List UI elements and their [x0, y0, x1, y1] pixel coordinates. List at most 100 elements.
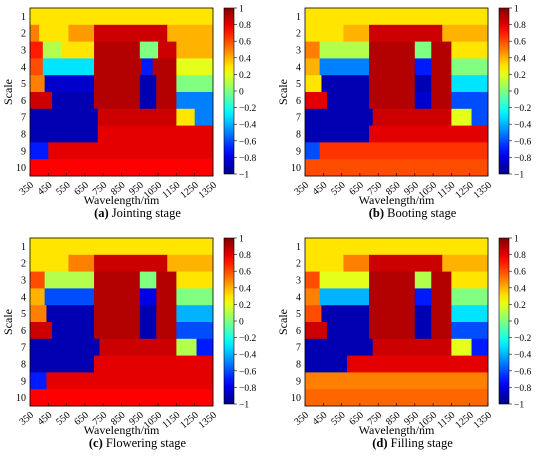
heatmap-cell-8-1 — [97, 125, 214, 143]
colorbar-tick-label: −1 — [239, 401, 249, 411]
colorbar-tick-label: 0.8 — [514, 21, 526, 31]
heatmap-cell-4-5 — [451, 288, 489, 306]
y-tick-label: 4 — [296, 62, 301, 73]
heatmap-cell-4-0 — [305, 58, 321, 76]
colorbar-tick-label: 0.6 — [514, 38, 526, 48]
colorbar-tick-label: −0.4 — [514, 121, 531, 131]
heatmap-cell-6-0 — [305, 92, 328, 110]
heatmap-cell-4-4 — [156, 288, 177, 306]
heatmap-cell-1-0 — [305, 238, 489, 256]
x-tick-label: 350 — [17, 410, 36, 428]
heatmap-cell-4-4 — [152, 58, 177, 76]
heatmap-cell-2-2 — [369, 254, 443, 272]
x-tick-label: 1250 — [178, 180, 200, 201]
caption-b-letter: (b) — [368, 206, 385, 220]
heatmap-cell-6-4 — [431, 92, 452, 110]
heatmap-cell-8-0 — [305, 125, 370, 143]
heatmap-cell-7-0 — [305, 338, 374, 356]
colorbar-tick-label: −0.8 — [239, 154, 256, 164]
caption-a-text: Jointing stage — [111, 206, 181, 220]
x-tick-label: 1250 — [178, 410, 200, 431]
heatmap-cell-5-4 — [156, 75, 177, 93]
heatmap-cell-7-2 — [451, 338, 472, 356]
heatmap-cell-4-2 — [369, 58, 416, 76]
heatmap-cell-8-1 — [347, 355, 489, 373]
heatmap-cell-5-2 — [369, 75, 416, 93]
x-tick-label: 1250 — [453, 410, 475, 431]
caption-b: (b) Booting stage — [275, 206, 550, 221]
heatmap-cell-6-3 — [139, 92, 157, 110]
heatmap-cell-2-2 — [94, 254, 168, 272]
colorbar-tick-label: −0.6 — [239, 137, 256, 147]
heatmap-cell-9-0 — [305, 142, 321, 160]
x-tick-label: 1150 — [435, 180, 457, 201]
colorbar-tick-label: −0.2 — [239, 334, 256, 344]
heatmap-cell-5-1 — [321, 75, 370, 93]
heatmap-cell-2-1 — [343, 24, 370, 42]
x-tick-label: 550 — [329, 410, 348, 428]
heatmap-cell-6-5 — [451, 92, 489, 110]
colorbar-tick-label: 0.8 — [239, 251, 251, 261]
y-tick-label: 3 — [21, 276, 26, 287]
x-tick-label: 1150 — [160, 410, 182, 431]
colorbar-tick-label: −1 — [514, 401, 524, 411]
heatmap-cell-6-0 — [30, 92, 53, 110]
x-tick-label: 550 — [54, 180, 73, 198]
y-tick-label: 6 — [296, 96, 301, 107]
heatmap-cell-6-4 — [431, 322, 452, 340]
heatmap-cell-3-0 — [30, 271, 46, 289]
heatmap-cell-6-0 — [30, 322, 53, 340]
y-tick-label: 6 — [21, 326, 26, 337]
heatmap-cell-5-4 — [156, 305, 177, 323]
heatmap-cell-10-0 — [30, 159, 214, 177]
y-tick-label: 1 — [296, 242, 301, 253]
y-tick-label: 9 — [296, 376, 301, 387]
colorbar-tick-label: −0.2 — [514, 104, 531, 114]
colorbar-tick-label: 0.4 — [514, 284, 526, 294]
heatmap-cell-3-2 — [369, 41, 416, 59]
heatmap-cell-6-2 — [369, 92, 416, 110]
colorbar-tick-label: −0.4 — [514, 351, 531, 361]
heatmap-cell-3-4 — [431, 41, 452, 59]
caption-a-letter: (a) — [94, 206, 109, 220]
heatmap-cell-6-0 — [305, 322, 328, 340]
y-tick-label: 5 — [21, 309, 26, 320]
x-tick-label: 350 — [292, 410, 311, 428]
colorbar — [498, 237, 510, 405]
colorbar-tick-label: 0 — [239, 88, 244, 98]
heatmap-cell-5-0 — [305, 75, 322, 93]
heatmap-cell-2-2 — [369, 24, 443, 42]
heatmap-cell-5-3 — [414, 75, 432, 93]
colorbar-tick-label: 0 — [514, 88, 519, 98]
y-tick-label: 7 — [296, 343, 301, 354]
heatmap-cell-5-1 — [321, 305, 370, 323]
heatmap-cell-5-5 — [451, 75, 489, 93]
colorbar-tick-label: 0 — [239, 318, 244, 328]
colorbar-tick-label: −0.2 — [514, 334, 531, 344]
x-axis-label: Wavelength/nm — [359, 423, 435, 437]
y-tick-label: 6 — [296, 326, 301, 337]
heatmap-cell-4-2 — [94, 58, 143, 76]
heatmap-cell-3-3 — [139, 271, 157, 289]
heatmap-cell-7-2 — [451, 108, 472, 126]
heatmap-cell-5-2 — [94, 75, 141, 93]
heatmap-cell-6-3 — [414, 92, 432, 110]
x-tick-label: 450 — [36, 410, 55, 428]
heatmap-cell-6-1 — [326, 92, 370, 110]
heatmap-cell-2-3 — [442, 254, 489, 272]
y-tick-label: 1 — [21, 12, 26, 23]
heatmap-cell-4-3 — [414, 58, 432, 76]
colorbar-tick-label: 0.8 — [239, 21, 251, 31]
y-tick-label: 7 — [21, 343, 26, 354]
heatmap-cell-6-2 — [369, 322, 416, 340]
heatmap-cell-4-3 — [414, 288, 432, 306]
y-tick-label: 8 — [296, 360, 301, 371]
colorbar-tick-label: 1 — [514, 5, 519, 15]
heatmap-cell-3-4 — [156, 271, 177, 289]
heatmap-cell-10-0 — [305, 389, 489, 407]
y-tick-label: 3 — [296, 276, 301, 287]
y-tick-label: 8 — [21, 130, 26, 141]
